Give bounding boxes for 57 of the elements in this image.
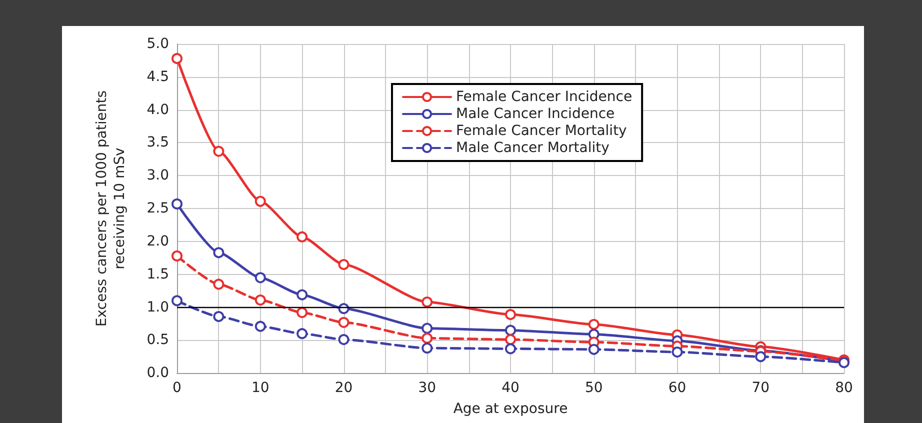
point (296, 328, 308, 340)
point (296, 307, 308, 318)
legend-label: Male Cancer Incidence (456, 106, 615, 122)
point (505, 334, 516, 346)
point (505, 324, 516, 336)
y-tick-label: 1.5 (146, 266, 169, 282)
point (422, 342, 433, 354)
point (338, 316, 350, 328)
x-tick-label: 40 (502, 380, 520, 396)
point (296, 289, 308, 300)
y-tick-label: 2.5 (146, 200, 169, 217)
x-tick-label: 30 (418, 380, 436, 396)
point (213, 278, 224, 290)
legend-label: Male Cancer Mortality (456, 140, 610, 156)
y-tick-label: 0.5 (146, 332, 169, 348)
y-axis-title: Excess cancers per 1000 patients receiving 10 mSv (94, 90, 128, 327)
point (505, 343, 516, 354)
y-tick-label: 3.0 (146, 168, 169, 184)
point (338, 259, 350, 270)
point (254, 272, 266, 284)
x-tick-label: 20 (334, 380, 353, 396)
legend-label: Female Cancer Incidence (456, 89, 632, 105)
point (296, 231, 308, 242)
y-tick-label: 4.0 (146, 102, 169, 118)
point (755, 351, 766, 362)
point (505, 309, 516, 320)
point (172, 198, 182, 210)
point (254, 320, 266, 332)
x-tick-label: 50 (584, 380, 603, 396)
y-tick-label: 0.0 (146, 365, 169, 382)
y-tick-label: 3.5 (146, 134, 169, 151)
point (213, 310, 224, 322)
point (254, 196, 266, 207)
x-tick-label: 70 (752, 380, 770, 396)
point (172, 295, 182, 306)
y-tick-label: 5.0 (146, 36, 169, 52)
y-tick-label: 4.5 (146, 68, 169, 85)
point (422, 322, 433, 334)
point (172, 250, 182, 262)
point (254, 294, 266, 306)
x-tick-label: 10 (251, 380, 270, 396)
point (172, 52, 182, 64)
legend-label: Female Cancer Mortality (456, 123, 627, 139)
x-tick-label: 0 (172, 380, 182, 396)
point (213, 146, 224, 157)
point (588, 318, 600, 330)
x-tick-label: 60 (668, 380, 686, 396)
point (672, 346, 683, 358)
point (213, 247, 224, 258)
point (588, 344, 600, 355)
x-tick-label: 80 (835, 380, 853, 396)
point (422, 296, 433, 308)
point (422, 332, 433, 344)
point (338, 334, 350, 346)
x-axis-title: Age at exposure (453, 401, 568, 417)
y-tick-label: 2.0 (146, 233, 169, 250)
y-tick-label: 1.0 (146, 299, 169, 316)
